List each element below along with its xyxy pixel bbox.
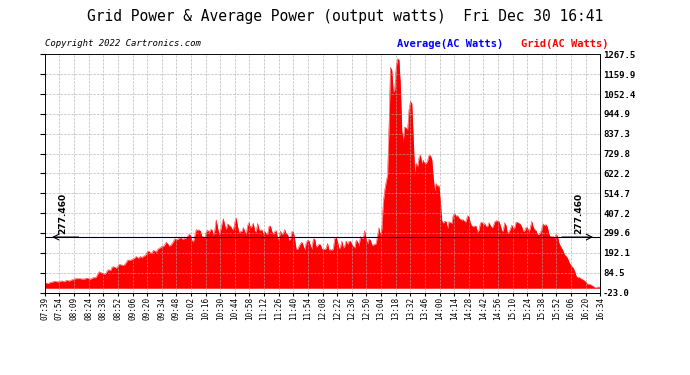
Text: 277.460: 277.460 <box>58 193 67 234</box>
Text: Average(AC Watts): Average(AC Watts) <box>397 39 503 50</box>
Text: 277.460: 277.460 <box>574 193 583 234</box>
Text: Copyright 2022 Cartronics.com: Copyright 2022 Cartronics.com <box>45 39 201 48</box>
Text: Grid Power & Average Power (output watts)  Fri Dec 30 16:41: Grid Power & Average Power (output watts… <box>87 9 603 24</box>
Text: Grid(AC Watts): Grid(AC Watts) <box>521 39 609 50</box>
